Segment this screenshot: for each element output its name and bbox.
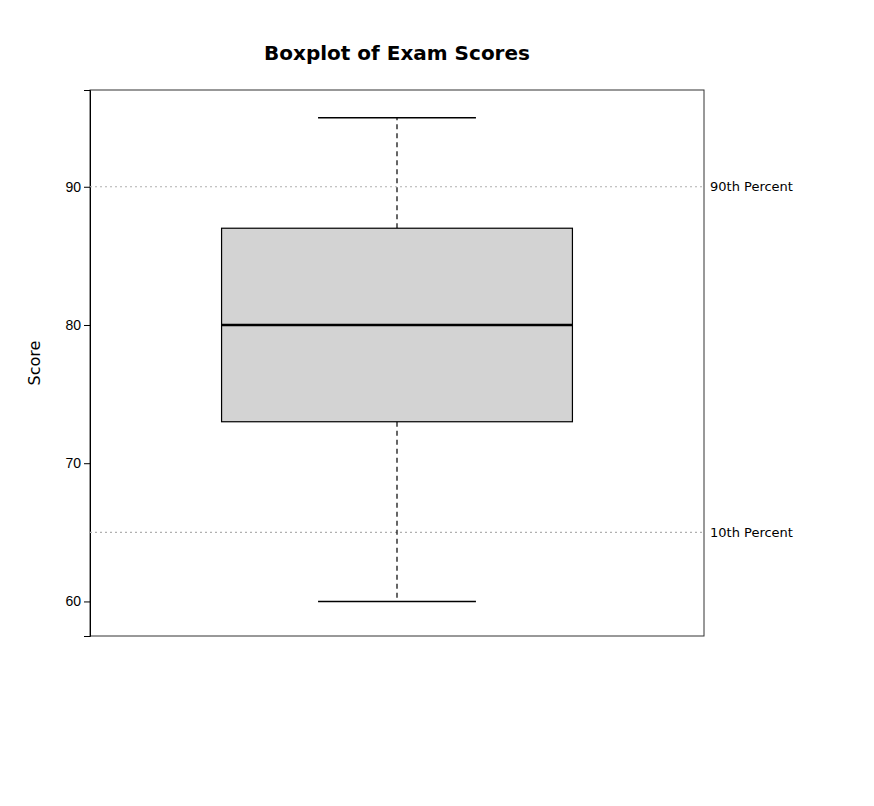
y-tick-mark bbox=[84, 463, 90, 464]
title: Boxplot of Exam Scores bbox=[264, 41, 530, 65]
marks bbox=[90, 118, 704, 602]
y-tick-label: 60 bbox=[65, 593, 81, 609]
y-tick-label: 90 bbox=[65, 179, 81, 195]
whisker-low bbox=[396, 422, 397, 602]
y-axis: 60 70 80 90 bbox=[65, 91, 90, 637]
whisker-high bbox=[396, 118, 397, 229]
percentile-label: 10th Percent bbox=[710, 525, 793, 540]
box bbox=[222, 118, 573, 602]
y-tick: 70 bbox=[65, 455, 90, 471]
y-axis-title: Score bbox=[25, 341, 44, 386]
box-body bbox=[222, 228, 573, 422]
cap-high bbox=[318, 117, 476, 119]
percentile-line bbox=[90, 186, 704, 187]
y-tick-mark bbox=[84, 325, 90, 326]
y-tick-mark bbox=[84, 601, 90, 602]
y-tick-mark bbox=[84, 187, 90, 188]
cap-low bbox=[318, 601, 476, 603]
y-tick: 90 bbox=[65, 179, 90, 195]
plot-area: 60 70 80 90 90th Percent 10th Percent bbox=[65, 90, 793, 637]
chart: 60 70 80 90 90th Percent 10th Percent Boxplot … bbox=[0, 0, 874, 806]
y-tick: 80 bbox=[65, 317, 90, 333]
y-tick-label: 80 bbox=[65, 317, 81, 333]
median-line bbox=[222, 324, 573, 327]
y-axis-line bbox=[84, 91, 91, 637]
percentile-label: 90th Percent bbox=[710, 179, 793, 194]
plot-frame bbox=[90, 90, 704, 636]
y-tick: 60 bbox=[65, 593, 90, 609]
y-tick-label: 70 bbox=[65, 455, 81, 471]
